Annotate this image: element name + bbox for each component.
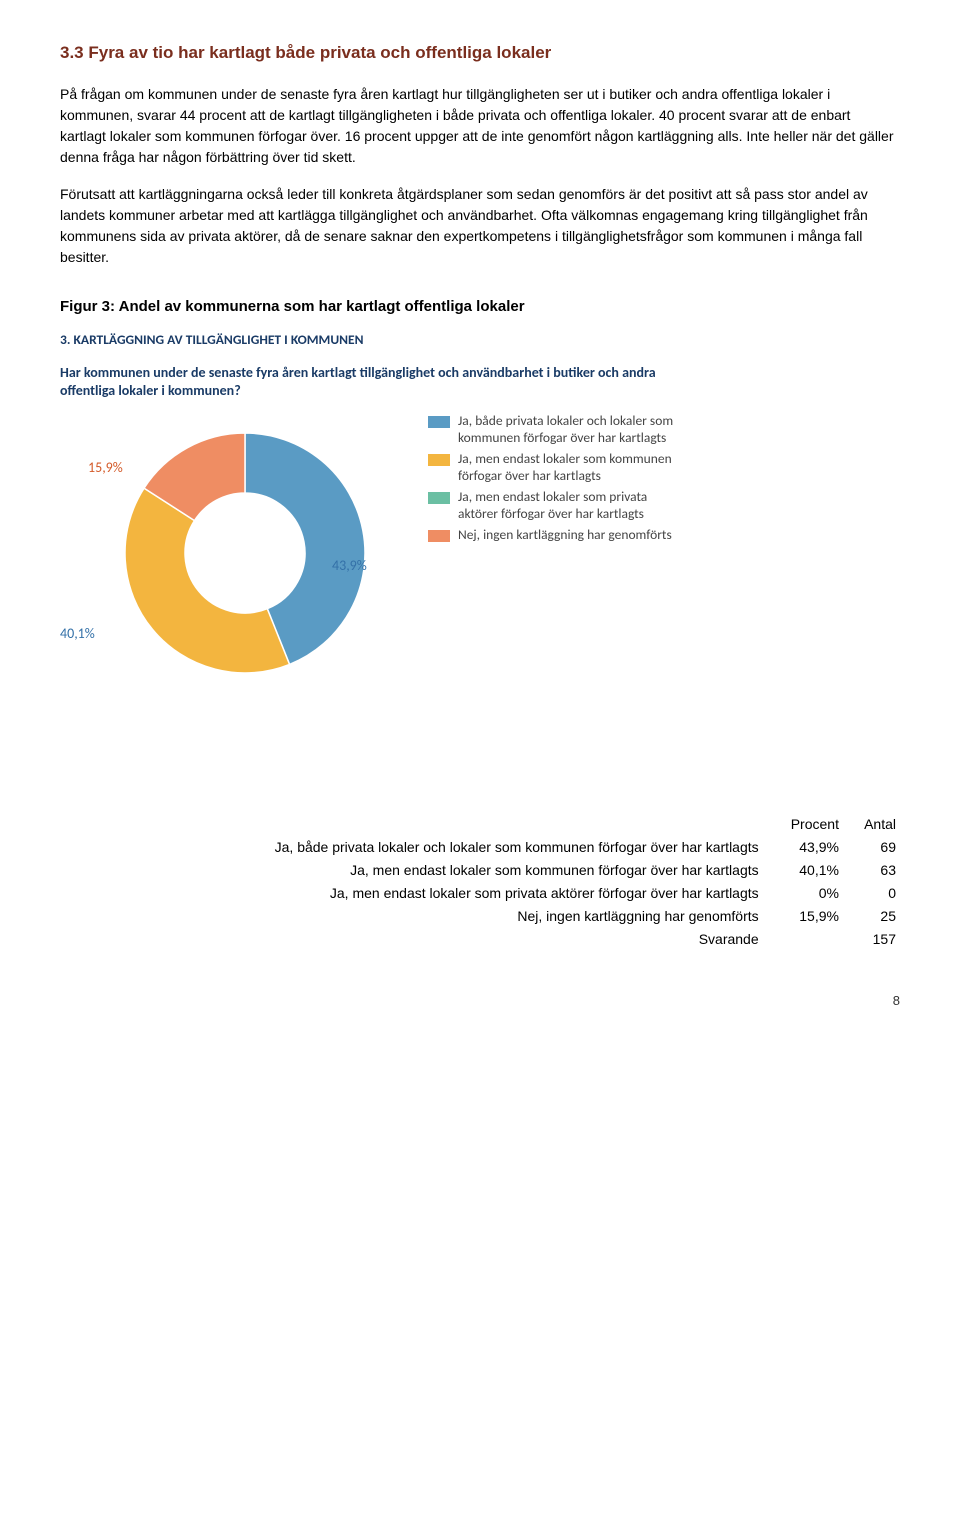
donut-label-b: 40,1% [60, 623, 95, 644]
table-cell-label: Ja, både privata lokaler och lokaler som… [60, 836, 763, 859]
legend-swatch [428, 530, 450, 542]
table-header-label [60, 813, 763, 836]
table-cell-label: Ja, men endast lokaler som privata aktör… [60, 882, 763, 905]
table-row: Nej, ingen kartläggning har genomförts15… [60, 905, 900, 928]
legend-swatch [428, 492, 450, 504]
table-cell-label: Svarande [60, 928, 763, 951]
legend-item: Ja, både privata lokaler och lokaler som… [428, 413, 688, 447]
table-cell-n: 69 [843, 836, 900, 859]
legend-label: Ja, men endast lokaler som kommunen förf… [458, 451, 688, 485]
table-row: Svarande 157 [60, 928, 900, 951]
table-cell-pct: 15,9% [763, 905, 843, 928]
chart-caption-1: 3. KARTLÄGGNING AV TILLGÄNGLIGHET I KOMM… [60, 330, 900, 350]
legend-item: Ja, men endast lokaler som privata aktör… [428, 489, 688, 523]
figure-title: Figur 3: Andel av kommunerna som har kar… [60, 296, 900, 319]
data-table: Procent Antal Ja, både privata lokaler o… [60, 813, 900, 951]
table-cell-pct: 40,1% [763, 859, 843, 882]
section-heading: 3.3 Fyra av tio har kartlagt både privat… [60, 40, 900, 66]
table-row: Ja, men endast lokaler som privata aktör… [60, 882, 900, 905]
legend-label: Ja, både privata lokaler och lokaler som… [458, 413, 688, 447]
chart-caption-2: Har kommunen under de senaste fyra åren … [60, 364, 700, 399]
table-cell-label: Ja, men endast lokaler som kommunen förf… [60, 859, 763, 882]
table-cell-pct: 0% [763, 882, 843, 905]
table-cell-pct: 43,9% [763, 836, 843, 859]
table-cell-n: 0 [843, 882, 900, 905]
legend-item: Nej, ingen kartläggning har genomförts [428, 527, 688, 544]
chart-container: 3. KARTLÄGGNING AV TILLGÄNGLIGHET I KOMM… [60, 330, 900, 703]
table-header-n: Antal [843, 813, 900, 836]
chart-legend: Ja, både privata lokaler och lokaler som… [428, 413, 688, 547]
donut-label-a: 43,9% [332, 555, 367, 576]
table-row: Ja, men endast lokaler som kommunen förf… [60, 859, 900, 882]
legend-swatch [428, 454, 450, 466]
table-cell-n: 157 [843, 928, 900, 951]
body-paragraph-2: Förutsatt att kartläggningarna också led… [60, 184, 900, 268]
legend-label: Ja, men endast lokaler som privata aktör… [458, 489, 688, 523]
legend-item: Ja, men endast lokaler som kommunen förf… [428, 451, 688, 485]
table-cell-n: 63 [843, 859, 900, 882]
legend-label: Nej, ingen kartläggning har genomförts [458, 527, 672, 544]
table-header-pct: Procent [763, 813, 843, 836]
table-header-row: Procent Antal [60, 813, 900, 836]
table-row: Ja, både privata lokaler och lokaler som… [60, 836, 900, 859]
table-cell-n: 25 [843, 905, 900, 928]
table-cell-label: Nej, ingen kartläggning har genomförts [60, 905, 763, 928]
table-cell-pct [763, 928, 843, 951]
donut-chart: 15,9% 43,9% 40,1% [60, 413, 400, 703]
page-number: 8 [60, 991, 900, 1011]
legend-swatch [428, 416, 450, 428]
donut-label-d: 15,9% [88, 457, 123, 478]
body-paragraph-1: På frågan om kommunen under de senaste f… [60, 84, 900, 168]
